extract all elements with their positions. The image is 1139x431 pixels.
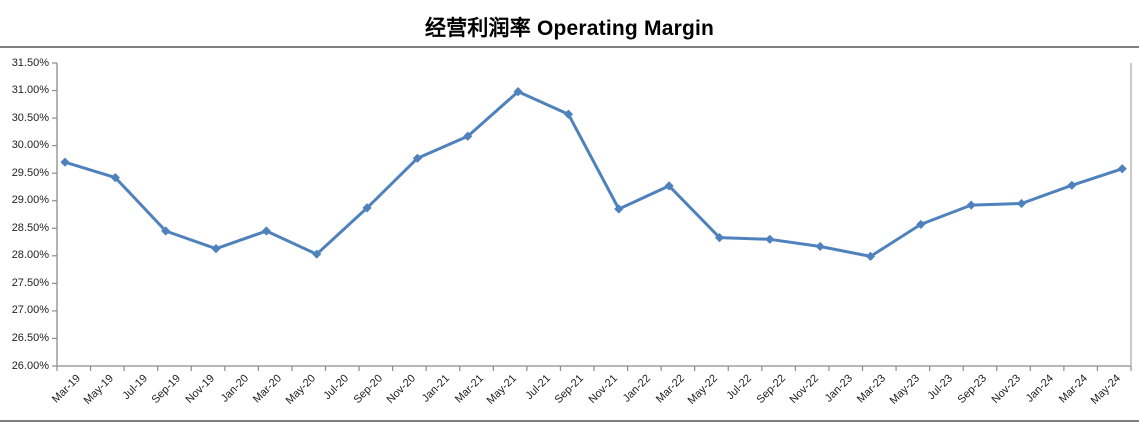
data-point-marker [312,249,322,259]
data-point-marker [412,153,423,163]
data-point-marker [563,109,574,119]
data-point-marker [916,219,926,230]
data-point-marker [362,203,372,213]
data-point-marker [463,131,473,141]
data-point-marker [60,157,70,167]
y-axis-tick-label: 29.50% [11,166,49,179]
y-axis-tick-label: 29.00% [11,194,49,207]
y-axis-tick-label: 26.00% [11,359,49,372]
data-point-marker [765,234,775,244]
data-point-marker [865,251,876,261]
data-point-marker [261,226,271,236]
data-point-marker [513,87,523,97]
data-point-marker [161,226,171,236]
bottom-rule-line [0,420,1139,422]
y-axis-tick-label: 26.50% [11,331,49,344]
data-point-marker [1117,164,1127,174]
data-point-marker [1067,180,1077,190]
data-point-marker [966,200,976,210]
y-axis-tick-label: 28.00% [11,249,49,262]
y-axis-tick-label: 28.50% [11,221,49,234]
data-point-marker [1016,198,1027,209]
y-axis-tick-label: 31.50% [11,56,49,69]
chart-title: 经营利润率 Operating Margin [424,17,715,40]
data-point-marker [664,181,674,191]
series-line [63,90,1124,258]
data-point-marker [211,244,221,254]
y-axis-tick-label: 31.00% [11,84,49,97]
y-axis-tick-label: 30.50% [11,111,49,124]
top-rule-line [0,46,1139,48]
data-point-marker [110,172,120,183]
y-axis-tick-label: 27.50% [11,276,49,289]
data-point-marker [614,204,624,214]
data-point-marker [714,233,725,243]
y-axis-tick-label: 27.00% [11,304,49,317]
data-point-marker [815,241,825,252]
y-axis-tick-label: 30.00% [11,139,49,152]
